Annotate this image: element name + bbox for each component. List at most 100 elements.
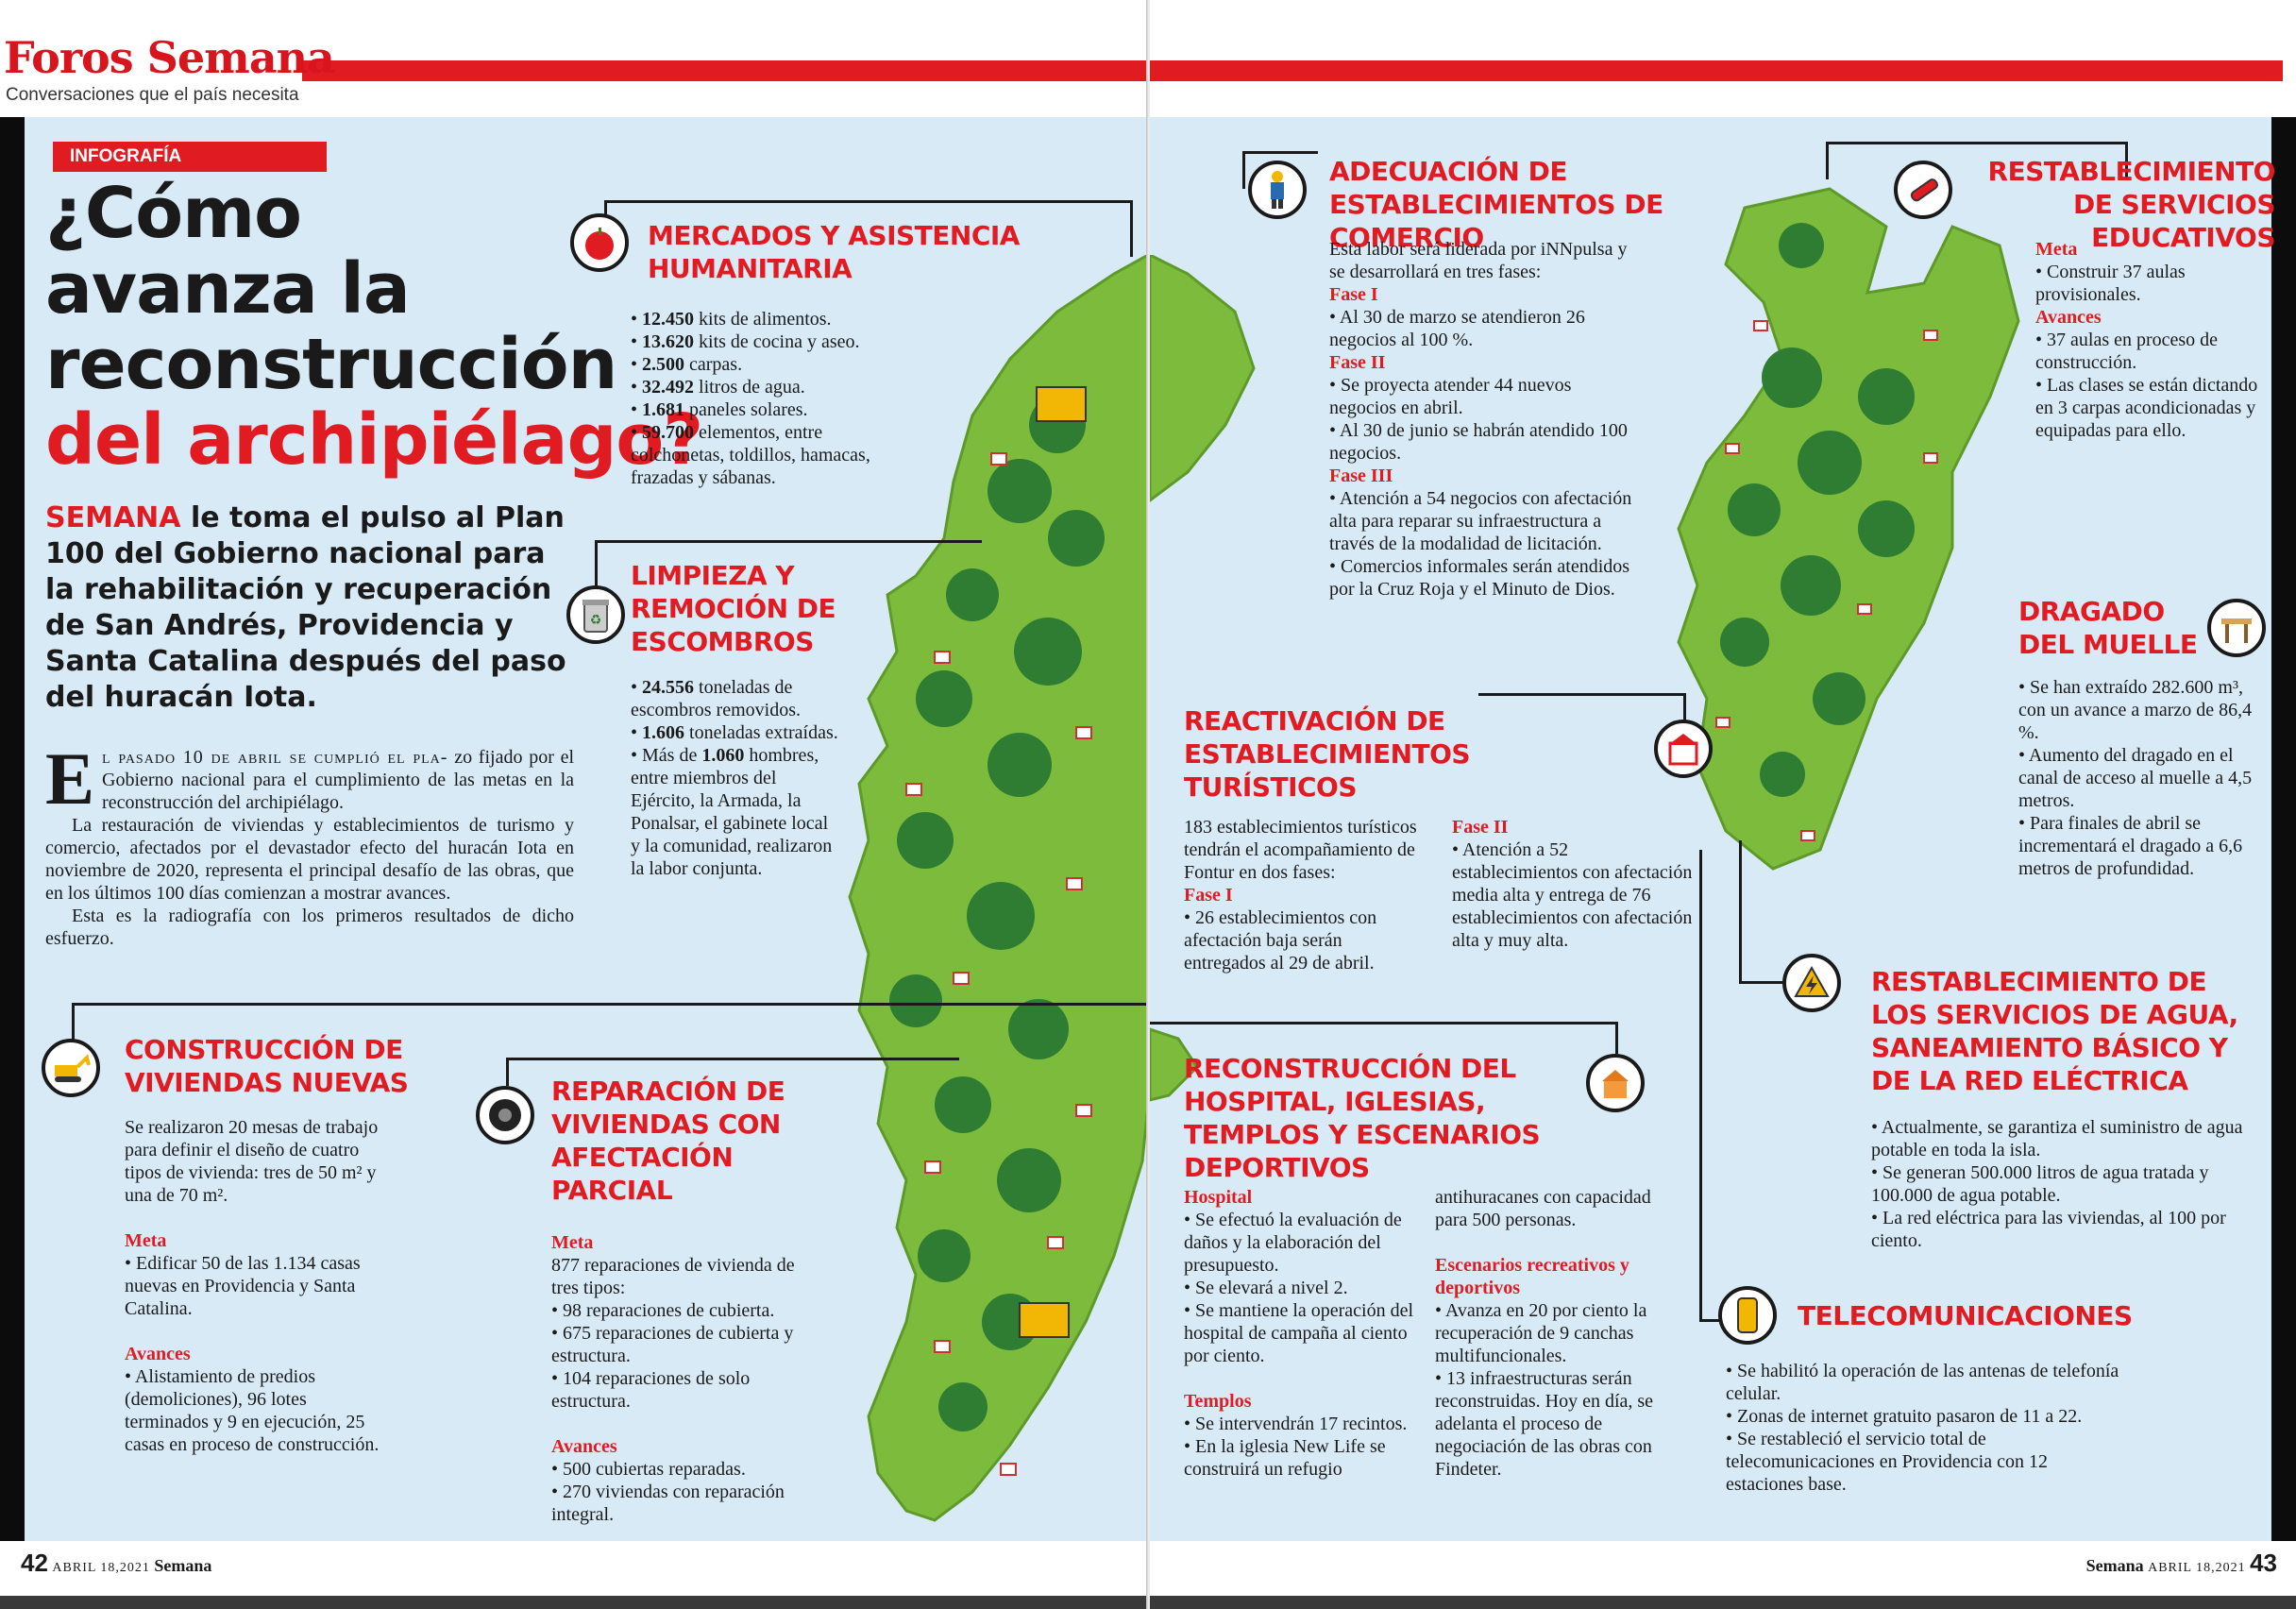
- page-edge: [0, 117, 25, 1541]
- educativos-meta-label: Meta: [2035, 239, 2078, 260]
- connector-educativos: [1826, 142, 2128, 179]
- list-item: • La red eléctrica para las viviendas, a…: [1871, 1208, 2226, 1251]
- turisticos-right: Fase II • Atención a 52 establecimientos…: [1452, 816, 1697, 952]
- intro-p3: Esta es la radiografía con los primeros …: [45, 906, 574, 949]
- construccion-body: Se realizaron 20 mesas de trabajo para d…: [125, 1116, 380, 1456]
- reparacion-meta: 877 reparaciones de vivienda de tres tip…: [551, 1255, 795, 1298]
- list-item: • 13.620 kits de cocina y aseo.: [631, 331, 860, 352]
- sky-background: [1150, 117, 2283, 1541]
- hospital-label: Hospital: [1184, 1187, 1253, 1208]
- connector-limpieza: [595, 540, 982, 597]
- truck-icon-2: [1019, 1302, 1070, 1338]
- brand-logo[interactable]: Foros Semana: [4, 32, 335, 83]
- educativos-avances-label: Avances: [2035, 307, 2102, 328]
- reparacion-body: Meta 877 reparaciones de vivienda de tre…: [551, 1231, 825, 1526]
- list-item: • 270 viviendas con reparación integral.: [551, 1482, 785, 1525]
- footer-date-left: ABRIL 18,2021: [52, 1561, 150, 1575]
- list-item: • 500 cubiertas reparadas.: [551, 1459, 746, 1480]
- list-item: • Se mantiene la operación del hospital …: [1184, 1300, 1414, 1366]
- list-item: • 1.681 paneles solares.: [631, 399, 808, 420]
- list-item: • Al 30 de marzo se atendieron 26 negoci…: [1329, 307, 1585, 350]
- list-item: • Se proyecta atender 44 nuevos negocios…: [1329, 375, 1572, 418]
- page-number-right: 43: [2250, 1549, 2277, 1577]
- intro-p2: La restauración de viviendas y estableci…: [45, 815, 574, 904]
- lede-text: le toma el pulso al Plan 100 del Gobiern…: [45, 501, 566, 714]
- page-right: ADECUACIÓN DE ESTABLECIMIENTOS DE COMERC…: [1150, 0, 2296, 1609]
- list-item: • Avanza en 20 por ciento la recuperació…: [1435, 1300, 1647, 1366]
- phone-icon: [1718, 1286, 1777, 1345]
- reparacion-avances-label: Avances: [551, 1436, 617, 1457]
- comercio-body: Esta labor será liderada por iNNpulsa y …: [1329, 238, 1641, 601]
- pier-icon: [2207, 599, 2266, 657]
- list-item: • Se restableció el servicio total de te…: [1726, 1429, 2048, 1495]
- list-item: • 37 aulas en proceso de construcción.: [2035, 330, 2219, 373]
- list-item: • Se generan 500.000 litros de agua trat…: [1871, 1162, 2209, 1206]
- construccion-intro: Se realizaron 20 mesas de trabajo para d…: [125, 1117, 379, 1206]
- turisticos-left: 183 establecimientos turísticos tendrán …: [1184, 816, 1420, 974]
- telecom-title: TELECOMUNICACIONES: [1798, 1300, 2133, 1331]
- connector-turisticos: [1478, 693, 1686, 731]
- footer-date-right: ABRIL 18,2021: [2148, 1561, 2246, 1575]
- list-item: • 2.500 carpas.: [631, 354, 743, 375]
- construccion-title: CONSTRUCCIÓN DE VIVIENDAS NUEVAS: [125, 1034, 409, 1098]
- mercados-title: MERCADOS Y ASISTENCIA HUMANITARIA: [648, 220, 1020, 284]
- electric-warning-icon: [1782, 954, 1841, 1012]
- connector-telecom: [1699, 850, 1737, 1322]
- turisticos-f1-label: Fase I: [1184, 885, 1233, 906]
- list-item: • Se habilitó la operación de las antena…: [1726, 1361, 2119, 1404]
- recycle-bin-icon: ♻: [566, 585, 625, 644]
- connector-reparacion: [506, 1058, 959, 1086]
- island-map-right-edge: [1150, 255, 1256, 1102]
- list-item: • 59.700 elementos, entre colchonetas, t…: [631, 422, 870, 488]
- turisticos-f2-label: Fase II: [1452, 817, 1509, 838]
- page-edge: [2271, 117, 2296, 1541]
- agua-title: RESTABLECIMIENTO DE LOS SERVICIOS DE AGU…: [1871, 966, 2238, 1096]
- hospital-title: RECONSTRUCCIÓN DEL HOSPITAL, IGLESIAS, T…: [1184, 1053, 1541, 1183]
- list-item: • Atención a 54 negocios con afectación …: [1329, 488, 1632, 554]
- list-item: • Se efectuó la evaluación de daños y la…: [1184, 1210, 1402, 1276]
- island-map-left: [848, 255, 1148, 1522]
- header-red-bar: [1150, 60, 2283, 81]
- page-spine: [1146, 0, 1152, 1609]
- reparacion-title: REPARACIÓN DE VIVIENDAS CON AFECTACIÓN P…: [551, 1075, 785, 1206]
- bottom-band-right: [1150, 1596, 2296, 1609]
- intro-smallcaps: l pasado 10 de abril se cumplió el pla-: [102, 747, 448, 768]
- title-line-4: del archipiélago?: [45, 399, 703, 481]
- list-item: • 675 reparaciones de cubierta y estruct…: [551, 1323, 794, 1366]
- list-item: • Se intervendrán 17 recintos.: [1184, 1414, 1408, 1434]
- truck-icon: [1036, 386, 1087, 422]
- comercio-f2-label: Fase II: [1329, 352, 1386, 373]
- providencia-island: [1677, 187, 2020, 871]
- dropcap: E: [45, 737, 95, 820]
- connector-comercio: [1242, 151, 1318, 189]
- list-item: • 13 infraestructuras serán reconstruida…: [1435, 1368, 1654, 1480]
- mercados-list: • 12.450 kits de alimentos. • 13.620 kit…: [631, 308, 914, 489]
- tire-icon: [476, 1086, 534, 1144]
- templos-cont: antihuracanes con capacidad para 500 per…: [1435, 1187, 1651, 1230]
- church-icon: [1586, 1054, 1645, 1112]
- list-item: • 32.492 litros de agua.: [631, 377, 805, 398]
- turisticos-intro: 183 establecimientos turísticos tendrán …: [1184, 817, 1417, 883]
- comercio-title: ADECUACIÓN DE ESTABLECIMIENTOS DE COMERC…: [1329, 156, 1663, 253]
- apple-icon: [570, 213, 629, 272]
- title-line-3: reconstrucción: [45, 324, 617, 405]
- list-item: • 1.606 toneladas extraídas.: [631, 722, 838, 743]
- excavator-icon: [42, 1039, 100, 1097]
- footer-mag-left: Semana: [154, 1556, 212, 1575]
- lede-brand: SEMANA: [45, 501, 181, 534]
- list-item: • Más de 1.060 hombres, entre miembros d…: [631, 745, 833, 879]
- intro-p1: zo fijado por el Gobierno nacional para …: [102, 747, 575, 813]
- telecom-list: • Se habilitó la operación de las antena…: [1726, 1360, 2122, 1496]
- list-item: • 26 establecimientos con afectación baj…: [1184, 907, 1377, 974]
- pencil-icon: [1894, 161, 1952, 219]
- comercio-f1-label: Fase I: [1329, 284, 1378, 305]
- footer-mag-right: Semana: [2085, 1556, 2144, 1575]
- bottom-band-left: [0, 1596, 1148, 1609]
- list-item: • Se elevará a nivel 2.: [1184, 1278, 1348, 1298]
- list-item: • Aumento del dragado en el canal de acc…: [2018, 745, 2253, 811]
- limpieza-title: LIMPIEZA Y REMOCIÓN DE ESCOMBROS: [631, 560, 836, 657]
- templos-label: Templos: [1184, 1391, 1252, 1412]
- hospital-col-right: antihuracanes con capacidad para 500 per…: [1435, 1186, 1662, 1481]
- hospital-col-left: Hospital • Se efectuó la evaluación de d…: [1184, 1186, 1420, 1481]
